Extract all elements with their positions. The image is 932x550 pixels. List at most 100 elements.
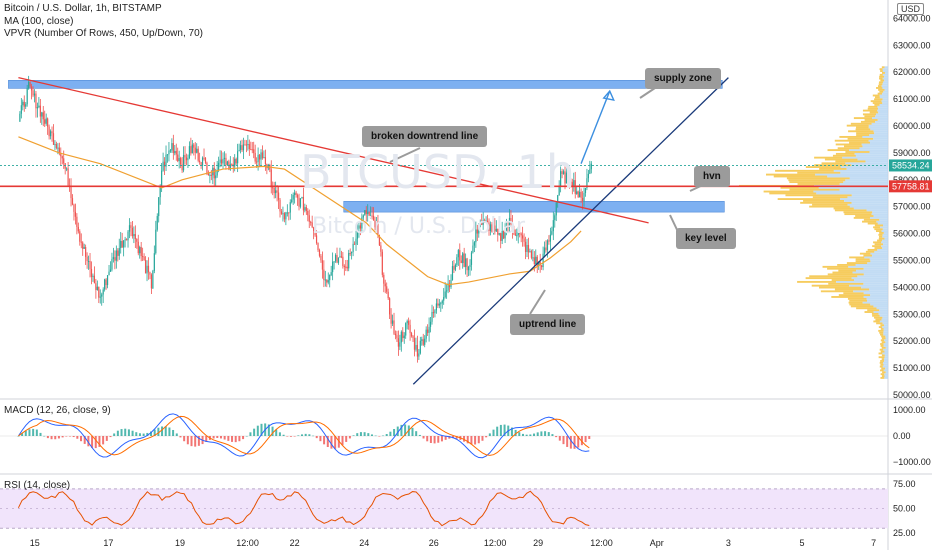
macd-histogram-bar: [293, 436, 296, 437]
currency-button[interactable]: USD: [896, 3, 924, 15]
volume-profile-bar: [844, 213, 872, 216]
candle-body: [39, 105, 41, 117]
volume-profile-bar: [868, 105, 878, 108]
macd-histogram-bar: [24, 430, 27, 436]
candle-body: [276, 190, 278, 193]
volume-profile-bar: [850, 305, 874, 308]
macd-label[interactable]: MACD (12, 26, close, 9): [4, 405, 111, 416]
candle-body: [225, 157, 227, 165]
candle-body: [54, 144, 56, 146]
volume-profile-bar: [836, 280, 888, 283]
candle-body: [204, 157, 207, 163]
macd-histogram-bar: [223, 436, 226, 440]
volume-profile-bar: [885, 337, 888, 340]
volume-profile-bar: [882, 92, 888, 95]
macd-histogram-bar: [529, 434, 532, 436]
candle-body: [159, 186, 161, 198]
macd-histogram-bar: [91, 436, 94, 448]
candle-body: [397, 338, 400, 347]
candle-body: [165, 154, 167, 167]
candle-body: [63, 158, 65, 164]
candle-body: [289, 202, 291, 213]
candle-body: [308, 215, 310, 222]
macd-histogram-bar: [415, 431, 418, 436]
rsi-tick-label: 25.00: [893, 528, 916, 538]
volume-profile-bar: [884, 339, 888, 342]
volume-profile-bar: [866, 209, 888, 212]
volume-profile-bar: [837, 264, 856, 266]
volume-profile-bar: [881, 346, 886, 349]
volume-profile-bar: [881, 100, 888, 103]
candle-body: [410, 333, 413, 337]
candle-body: [583, 193, 585, 202]
volume-profile-bar: [863, 254, 873, 257]
candle-body: [580, 191, 582, 198]
candle-body: [356, 228, 359, 239]
candle-body: [190, 146, 192, 154]
macd-histogram-bar: [46, 436, 49, 439]
rsi-label[interactable]: RSI (14, close): [4, 480, 71, 491]
candle-body: [318, 250, 321, 256]
candle-body: [30, 86, 33, 91]
candle-body: [391, 320, 394, 324]
candle-body: [156, 216, 158, 230]
candle-body: [209, 174, 211, 176]
supply-zone-box: [8, 80, 723, 89]
volume-profile-bar: [861, 286, 888, 289]
volume-profile-bar: [882, 70, 888, 72]
candle-body: [380, 245, 382, 252]
candle-body: [353, 243, 356, 245]
volume-profile-bar: [873, 130, 888, 133]
callout-pointer: [529, 289, 546, 315]
candle-body: [247, 144, 249, 146]
volume-profile-bar: [882, 239, 888, 242]
candle-body: [174, 150, 176, 154]
volume-profile-bar: [863, 267, 888, 270]
price-tick-label: 51000.00: [893, 363, 931, 373]
volume-profile-bar: [845, 162, 888, 165]
time-tick-label: 24: [359, 538, 369, 548]
candle-body: [320, 255, 322, 261]
volume-profile-bar: [883, 369, 888, 372]
volume-profile-bar: [840, 171, 888, 174]
candle-body: [60, 153, 62, 157]
volume-profile-bar: [882, 316, 888, 319]
vpvr-indicator-label[interactable]: VPVR (Number Of Rows, 450, Up/Down, 70): [4, 28, 203, 39]
macd-histogram-bar: [260, 423, 263, 436]
volume-profile-bar: [832, 271, 853, 274]
candle-body: [557, 195, 559, 203]
candle-body: [403, 335, 405, 339]
candle-body: [510, 217, 512, 224]
candle-body: [317, 242, 319, 251]
candle-body: [41, 112, 43, 117]
candle-body: [219, 159, 221, 163]
volume-profile-bar: [872, 314, 880, 317]
macd-histogram-bar: [503, 424, 506, 436]
volume-profile-bar: [875, 113, 888, 116]
macd-histogram-bar: [150, 431, 153, 436]
volume-profile-bar: [868, 139, 888, 142]
candle-body: [83, 247, 85, 249]
volume-profile-bar: [883, 329, 888, 332]
volume-profile-bar: [849, 205, 888, 208]
candle-body: [120, 240, 122, 249]
candle-body: [372, 215, 375, 221]
candle-body: [524, 241, 527, 252]
volume-profile-bar: [869, 258, 888, 261]
time-tick-label: 17: [103, 538, 113, 548]
candle-body: [275, 190, 277, 194]
candle-body: [520, 233, 522, 236]
ma-indicator-label[interactable]: MA (100, close): [4, 16, 74, 27]
volume-profile-bar: [780, 186, 819, 189]
volume-profile-bar: [873, 316, 883, 319]
candle-body: [481, 223, 483, 225]
candle-body: [114, 257, 116, 261]
candle-body: [462, 253, 464, 263]
candle-body: [127, 231, 129, 241]
volume-profile-bar: [860, 120, 876, 123]
volume-profile-bar: [839, 183, 888, 185]
volume-profile-bar: [812, 203, 848, 206]
volume-profile-bar: [853, 279, 888, 281]
volume-profile-bar: [879, 232, 884, 234]
